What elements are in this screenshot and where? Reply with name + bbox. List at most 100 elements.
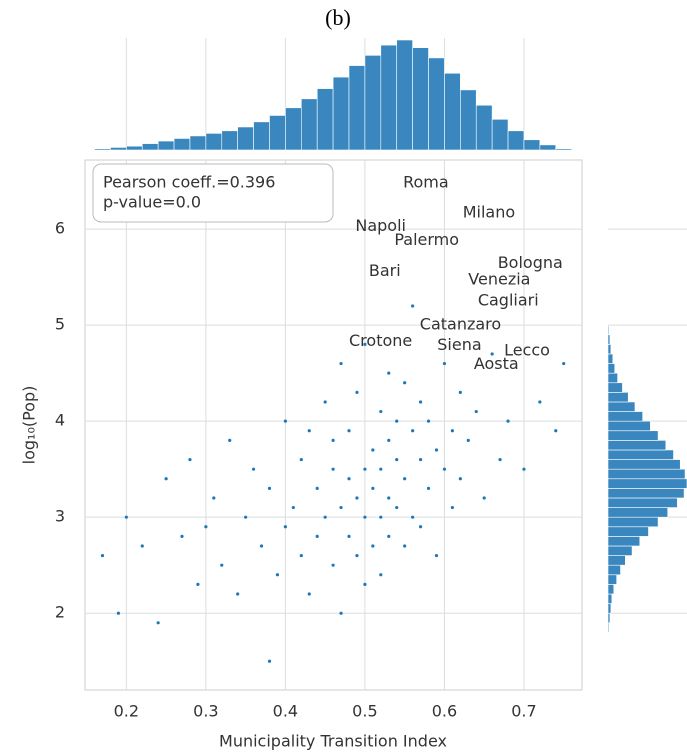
scatter-point xyxy=(347,534,351,538)
scatter-point xyxy=(323,515,327,519)
scatter-point xyxy=(387,496,391,500)
scatter-point xyxy=(434,553,439,558)
scatter-point xyxy=(188,457,192,462)
histogram-bar xyxy=(539,144,557,151)
city-label: Napoli xyxy=(355,216,406,235)
histogram-bar xyxy=(607,536,641,547)
scatter-point xyxy=(498,457,502,462)
scatter-point xyxy=(442,361,447,366)
scatter-point xyxy=(283,525,287,529)
scatter-point xyxy=(458,477,462,481)
histogram-bar xyxy=(444,72,461,151)
histogram-bar xyxy=(523,139,541,151)
scatter-point xyxy=(411,429,415,433)
city-label: Venezia xyxy=(468,270,530,289)
histogram-bar xyxy=(607,420,651,432)
histogram-bar xyxy=(607,353,614,364)
scatter-point xyxy=(403,544,407,548)
histogram-bar xyxy=(507,130,525,151)
histogram-bar xyxy=(237,126,254,151)
histogram-bar xyxy=(607,612,611,624)
scatter-point xyxy=(395,505,399,510)
histogram-bar xyxy=(205,133,223,151)
scatter-point xyxy=(418,457,423,462)
scatter-point xyxy=(403,477,407,481)
scatter-point xyxy=(355,390,359,394)
scatter-point xyxy=(450,505,454,510)
scatter-point xyxy=(450,429,454,433)
scatter-point xyxy=(283,419,287,423)
city-label: Roma xyxy=(403,173,449,192)
scatter-point xyxy=(355,553,359,558)
histogram-bar xyxy=(285,107,302,151)
histogram-bar xyxy=(607,478,687,489)
histogram-bar xyxy=(607,497,678,508)
histogram-bar xyxy=(555,148,572,151)
scatter-point xyxy=(275,573,280,577)
scatter-point xyxy=(522,467,526,471)
scatter-point xyxy=(339,505,343,510)
scatter-point xyxy=(251,467,256,471)
histogram-bar xyxy=(607,363,616,374)
scatter-point xyxy=(418,525,423,529)
city-label: Milano xyxy=(463,202,515,221)
scatter-point xyxy=(140,544,144,548)
histogram-bar xyxy=(607,324,610,336)
scatter-point xyxy=(164,477,168,481)
scatter-point xyxy=(395,419,399,423)
scatter-point xyxy=(379,467,383,471)
scatter-point xyxy=(426,419,431,423)
plot-frame xyxy=(84,159,583,691)
scatter-point xyxy=(355,496,359,500)
x-tick-label: 0.7 xyxy=(511,702,536,721)
histogram-bar xyxy=(607,382,623,393)
histogram-bar xyxy=(141,143,159,151)
city-label: Cagliari xyxy=(478,291,539,310)
scatter-point xyxy=(116,611,120,615)
histogram-bar xyxy=(607,555,626,566)
scatter-point xyxy=(387,371,391,375)
city-label: Crotone xyxy=(349,331,412,350)
city-label: Aosta xyxy=(474,354,519,373)
scatter-point xyxy=(363,582,367,586)
scatter-point xyxy=(331,563,335,567)
histogram-bar xyxy=(607,449,674,460)
scatter-point xyxy=(347,429,351,433)
scatter-point xyxy=(331,467,335,471)
scatter-point xyxy=(379,409,383,414)
stats-text: Pearson coeff.=0.396 xyxy=(103,173,275,192)
histogram-bar xyxy=(607,574,617,585)
scatter-point xyxy=(371,448,375,452)
scatter-point xyxy=(387,438,391,442)
scatter-point xyxy=(124,515,128,519)
scatter-point xyxy=(411,515,415,519)
scatter-point xyxy=(307,429,311,433)
scatter-point xyxy=(411,304,415,308)
y-tick-label: 6 xyxy=(55,219,65,238)
scatter-point xyxy=(538,400,542,404)
histogram-bar xyxy=(607,516,659,528)
city-label: Bologna xyxy=(498,253,563,272)
histogram-bar xyxy=(348,65,366,151)
histogram-bar xyxy=(475,104,493,151)
histogram-bar xyxy=(126,145,143,151)
histogram-bar xyxy=(173,138,191,151)
histogram-bar xyxy=(607,411,643,422)
histogram-bar xyxy=(460,89,477,151)
histogram-bar xyxy=(221,130,238,151)
scatter-point xyxy=(482,496,486,500)
histogram-bar xyxy=(607,603,612,614)
scatter-point xyxy=(379,573,383,577)
histogram-bar xyxy=(607,468,686,480)
scatter-point xyxy=(426,486,431,490)
scatter-point xyxy=(315,534,319,538)
histogram-bar xyxy=(428,57,445,151)
scatter-point xyxy=(418,400,423,404)
histogram-bar xyxy=(607,372,618,384)
scatter-point xyxy=(434,448,439,452)
histogram-bar xyxy=(157,140,175,151)
histogram-bar xyxy=(396,39,413,151)
scatter-point xyxy=(267,659,272,663)
scatter-point xyxy=(395,457,399,462)
histogram-bar xyxy=(94,148,111,151)
